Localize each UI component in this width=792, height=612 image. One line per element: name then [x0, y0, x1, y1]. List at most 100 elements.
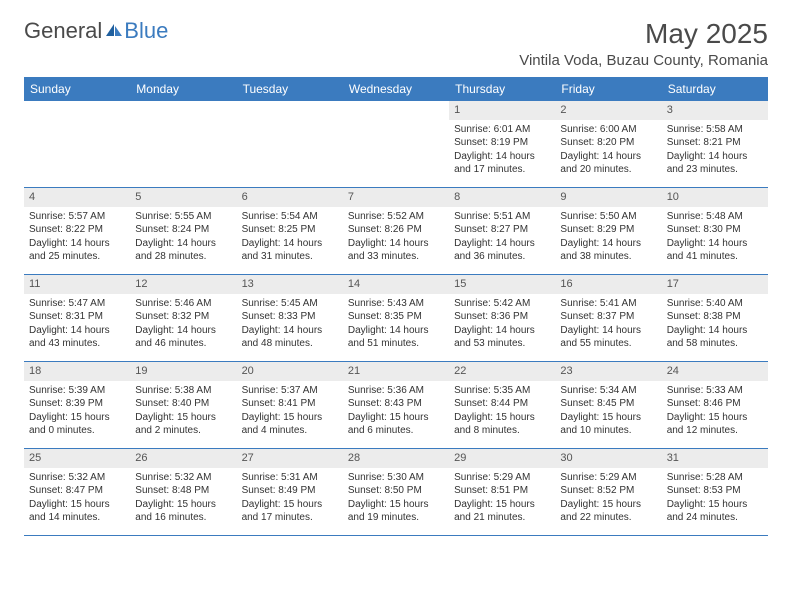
logo: General Blue	[24, 18, 168, 44]
day-number: 10	[662, 188, 768, 207]
page-title: May 2025	[519, 18, 768, 50]
daylight-text: Daylight: 14 hours and 28 minutes.	[135, 237, 231, 264]
daylight-text: Daylight: 14 hours and 58 minutes.	[667, 324, 763, 351]
sunset-text: Sunset: 8:52 PM	[560, 484, 656, 498]
day-cell: 9Sunrise: 5:50 AMSunset: 8:29 PMDaylight…	[555, 188, 661, 274]
day-cell: 12Sunrise: 5:46 AMSunset: 8:32 PMDayligh…	[130, 275, 236, 361]
day-cell: 19Sunrise: 5:38 AMSunset: 8:40 PMDayligh…	[130, 362, 236, 448]
sunrise-text: Sunrise: 5:28 AM	[667, 471, 763, 485]
weekday-header: Wednesday	[343, 77, 449, 101]
sunset-text: Sunset: 8:50 PM	[348, 484, 444, 498]
day-content: Sunrise: 5:42 AMSunset: 8:36 PMDaylight:…	[449, 294, 555, 356]
day-cell: 5Sunrise: 5:55 AMSunset: 8:24 PMDaylight…	[130, 188, 236, 274]
day-content: Sunrise: 5:37 AMSunset: 8:41 PMDaylight:…	[237, 381, 343, 443]
weekday-header: Saturday	[662, 77, 768, 101]
sunset-text: Sunset: 8:36 PM	[454, 310, 550, 324]
sunset-text: Sunset: 8:44 PM	[454, 397, 550, 411]
daylight-text: Daylight: 15 hours and 6 minutes.	[348, 411, 444, 438]
sunrise-text: Sunrise: 5:52 AM	[348, 210, 444, 224]
sunrise-text: Sunrise: 5:35 AM	[454, 384, 550, 398]
daylight-text: Daylight: 14 hours and 23 minutes.	[667, 150, 763, 177]
sunrise-text: Sunrise: 5:30 AM	[348, 471, 444, 485]
sunset-text: Sunset: 8:41 PM	[242, 397, 338, 411]
day-content: Sunrise: 5:43 AMSunset: 8:35 PMDaylight:…	[343, 294, 449, 356]
day-cell: 2Sunrise: 6:00 AMSunset: 8:20 PMDaylight…	[555, 101, 661, 187]
day-cell: 20Sunrise: 5:37 AMSunset: 8:41 PMDayligh…	[237, 362, 343, 448]
sunset-text: Sunset: 8:25 PM	[242, 223, 338, 237]
day-content: Sunrise: 5:54 AMSunset: 8:25 PMDaylight:…	[237, 207, 343, 269]
day-cell: 16Sunrise: 5:41 AMSunset: 8:37 PMDayligh…	[555, 275, 661, 361]
sunrise-text: Sunrise: 5:38 AM	[135, 384, 231, 398]
sunrise-text: Sunrise: 5:33 AM	[667, 384, 763, 398]
day-content: Sunrise: 5:32 AMSunset: 8:48 PMDaylight:…	[130, 468, 236, 530]
day-content: Sunrise: 5:38 AMSunset: 8:40 PMDaylight:…	[130, 381, 236, 443]
day-content: Sunrise: 5:40 AMSunset: 8:38 PMDaylight:…	[662, 294, 768, 356]
title-block: May 2025 Vintila Voda, Buzau County, Rom…	[519, 18, 768, 69]
daylight-text: Daylight: 15 hours and 0 minutes.	[29, 411, 125, 438]
header: General Blue May 2025 Vintila Voda, Buza…	[0, 0, 792, 71]
sunrise-text: Sunrise: 5:42 AM	[454, 297, 550, 311]
day-content: Sunrise: 5:47 AMSunset: 8:31 PMDaylight:…	[24, 294, 130, 356]
daylight-text: Daylight: 15 hours and 12 minutes.	[667, 411, 763, 438]
day-cell: 17Sunrise: 5:40 AMSunset: 8:38 PMDayligh…	[662, 275, 768, 361]
sunrise-text: Sunrise: 5:55 AM	[135, 210, 231, 224]
day-content: Sunrise: 5:58 AMSunset: 8:21 PMDaylight:…	[662, 120, 768, 182]
day-cell: 23Sunrise: 5:34 AMSunset: 8:45 PMDayligh…	[555, 362, 661, 448]
day-cell: 8Sunrise: 5:51 AMSunset: 8:27 PMDaylight…	[449, 188, 555, 274]
day-content: Sunrise: 5:46 AMSunset: 8:32 PMDaylight:…	[130, 294, 236, 356]
day-content: Sunrise: 5:30 AMSunset: 8:50 PMDaylight:…	[343, 468, 449, 530]
daylight-text: Daylight: 14 hours and 55 minutes.	[560, 324, 656, 351]
day-content: Sunrise: 5:28 AMSunset: 8:53 PMDaylight:…	[662, 468, 768, 530]
sunset-text: Sunset: 8:39 PM	[29, 397, 125, 411]
sunset-text: Sunset: 8:53 PM	[667, 484, 763, 498]
sunrise-text: Sunrise: 5:43 AM	[348, 297, 444, 311]
day-number: 4	[24, 188, 130, 207]
day-content: Sunrise: 5:29 AMSunset: 8:51 PMDaylight:…	[449, 468, 555, 530]
sunrise-text: Sunrise: 5:45 AM	[242, 297, 338, 311]
sunrise-text: Sunrise: 5:48 AM	[667, 210, 763, 224]
day-number: 19	[130, 362, 236, 381]
day-number: 31	[662, 449, 768, 468]
day-number: 21	[343, 362, 449, 381]
sunrise-text: Sunrise: 5:29 AM	[560, 471, 656, 485]
day-content: Sunrise: 5:48 AMSunset: 8:30 PMDaylight:…	[662, 207, 768, 269]
daylight-text: Daylight: 14 hours and 48 minutes.	[242, 324, 338, 351]
sunset-text: Sunset: 8:49 PM	[242, 484, 338, 498]
sunset-text: Sunset: 8:45 PM	[560, 397, 656, 411]
day-number: 15	[449, 275, 555, 294]
weekday-header: Friday	[555, 77, 661, 101]
sail-icon	[104, 18, 124, 44]
day-cell	[24, 101, 130, 187]
day-content: Sunrise: 5:35 AMSunset: 8:44 PMDaylight:…	[449, 381, 555, 443]
sunrise-text: Sunrise: 5:47 AM	[29, 297, 125, 311]
sunset-text: Sunset: 8:32 PM	[135, 310, 231, 324]
sunset-text: Sunset: 8:19 PM	[454, 136, 550, 150]
day-content: Sunrise: 5:29 AMSunset: 8:52 PMDaylight:…	[555, 468, 661, 530]
day-cell: 29Sunrise: 5:29 AMSunset: 8:51 PMDayligh…	[449, 449, 555, 535]
sunrise-text: Sunrise: 5:32 AM	[29, 471, 125, 485]
day-content: Sunrise: 6:01 AMSunset: 8:19 PMDaylight:…	[449, 120, 555, 182]
week-row: 4Sunrise: 5:57 AMSunset: 8:22 PMDaylight…	[24, 188, 768, 275]
day-number: 6	[237, 188, 343, 207]
daylight-text: Daylight: 15 hours and 4 minutes.	[242, 411, 338, 438]
sunrise-text: Sunrise: 5:51 AM	[454, 210, 550, 224]
weeks-container: 1Sunrise: 6:01 AMSunset: 8:19 PMDaylight…	[24, 101, 768, 536]
sunrise-text: Sunrise: 5:36 AM	[348, 384, 444, 398]
daylight-text: Daylight: 14 hours and 20 minutes.	[560, 150, 656, 177]
sunset-text: Sunset: 8:26 PM	[348, 223, 444, 237]
sunset-text: Sunset: 8:24 PM	[135, 223, 231, 237]
sunset-text: Sunset: 8:33 PM	[242, 310, 338, 324]
day-number: 16	[555, 275, 661, 294]
week-row: 18Sunrise: 5:39 AMSunset: 8:39 PMDayligh…	[24, 362, 768, 449]
daylight-text: Daylight: 14 hours and 51 minutes.	[348, 324, 444, 351]
day-cell: 3Sunrise: 5:58 AMSunset: 8:21 PMDaylight…	[662, 101, 768, 187]
sunrise-text: Sunrise: 6:01 AM	[454, 123, 550, 137]
week-row: 1Sunrise: 6:01 AMSunset: 8:19 PMDaylight…	[24, 101, 768, 188]
daylight-text: Daylight: 15 hours and 14 minutes.	[29, 498, 125, 525]
week-row: 11Sunrise: 5:47 AMSunset: 8:31 PMDayligh…	[24, 275, 768, 362]
sunset-text: Sunset: 8:31 PM	[29, 310, 125, 324]
sunset-text: Sunset: 8:22 PM	[29, 223, 125, 237]
day-number: 25	[24, 449, 130, 468]
day-cell: 30Sunrise: 5:29 AMSunset: 8:52 PMDayligh…	[555, 449, 661, 535]
weekday-header: Thursday	[449, 77, 555, 101]
